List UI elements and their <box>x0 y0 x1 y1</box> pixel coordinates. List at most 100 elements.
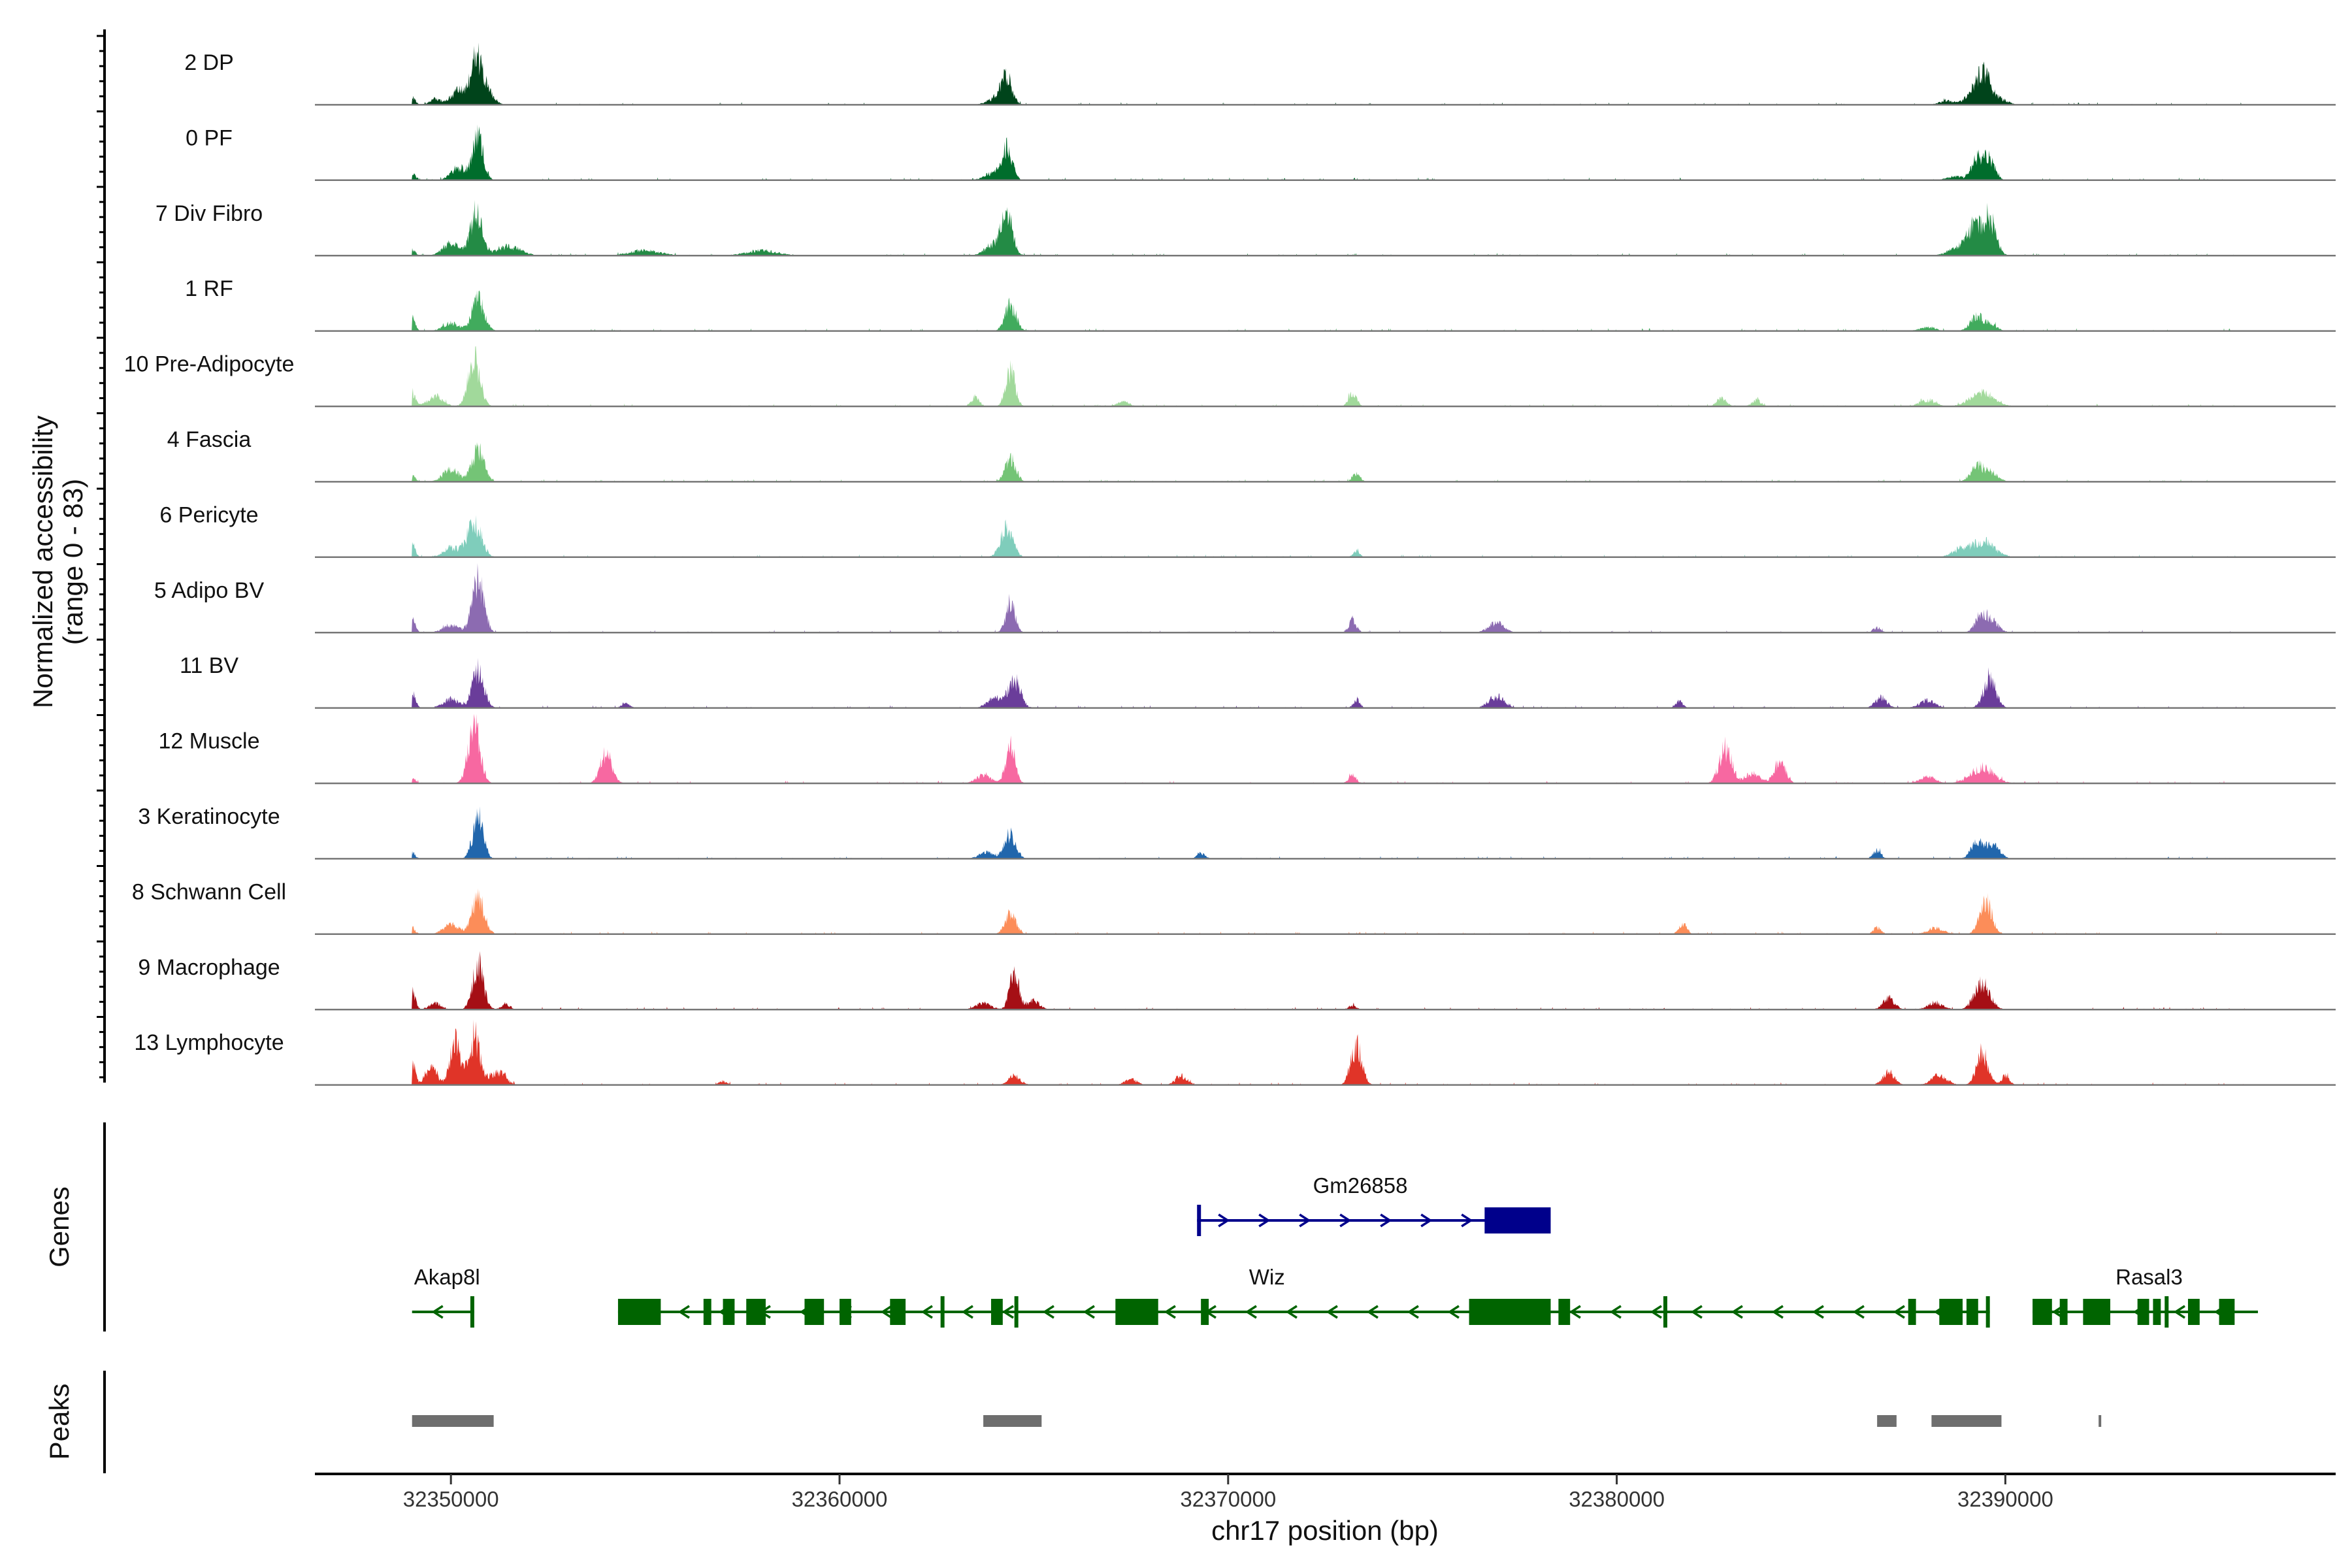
strand-arrow <box>431 1305 444 1319</box>
track-label: 5 Adipo BV <box>154 578 265 603</box>
coverage-area <box>315 888 2336 934</box>
gene-exon <box>1014 1296 1019 1328</box>
coverage-area <box>315 1019 2336 1085</box>
gene-exon <box>470 1296 474 1328</box>
strand-arrow <box>1083 1305 1095 1319</box>
strand-arrow <box>1569 1305 1581 1319</box>
track-8-schwann-cell: 8 Schwann Cell <box>132 879 2336 936</box>
strand-arrow <box>1164 1305 1176 1319</box>
x-tick-label: 32390000 <box>1957 1487 2053 1511</box>
strand-arrow <box>1771 1305 1784 1319</box>
track-1-rf: 1 RF <box>185 276 2336 332</box>
gene-exon <box>1663 1296 1667 1328</box>
y-axis-title-line-2: (range 0 - 83) <box>57 479 88 645</box>
gene-wiz: Wiz <box>617 1265 1990 1328</box>
peak-regions <box>412 1415 2102 1427</box>
strand-arrow <box>1447 1305 1460 1319</box>
genes-track-label: Genes <box>44 1186 74 1267</box>
y-axis-title: Normalized accessibility (range 0 - 83) <box>27 416 88 708</box>
track-11-bv: 11 BV <box>180 653 2336 709</box>
strand-arrow <box>961 1305 973 1319</box>
coverage-area <box>315 442 2336 482</box>
strand-arrow <box>1285 1305 1298 1319</box>
gene-exon <box>990 1299 1003 1325</box>
y-axis-title-line-1: Normalized accessibility <box>27 416 58 708</box>
gene-gm26858: Gm26858 <box>1197 1173 1551 1236</box>
peak-region <box>2099 1415 2102 1427</box>
gene-exon <box>1939 1299 1963 1325</box>
track-label: 2 DP <box>184 50 234 75</box>
coverage-area <box>315 346 2336 406</box>
track-label: 12 Muscle <box>159 729 260 754</box>
coverage-area <box>315 563 2336 633</box>
coverage-area <box>315 951 2336 1010</box>
x-tick-label: 32350000 <box>403 1487 499 1511</box>
track-9-macrophage: 9 Macrophage <box>138 951 2336 1011</box>
gene-rasal3: Rasal3 <box>2033 1265 2259 1328</box>
coverage-y-axis <box>97 29 106 1083</box>
strand-arrow <box>880 1305 892 1319</box>
gene-exon <box>1558 1299 1571 1325</box>
coverage-area <box>315 658 2336 708</box>
track-7-div-fibro: 7 Div Fibro <box>155 200 2336 257</box>
strand-arrow <box>1366 1305 1379 1319</box>
coverage-area <box>315 200 2336 256</box>
strand-arrow <box>1852 1305 1865 1319</box>
gene-akap8l: Akap8l <box>412 1265 480 1328</box>
track-4-fascia: 4 Fascia <box>167 427 2336 483</box>
gene-exon <box>2033 1299 2052 1325</box>
coverage-area <box>315 515 2336 557</box>
gene-exon <box>2219 1299 2235 1325</box>
strand-arrow <box>1407 1305 1419 1319</box>
track-label: 11 BV <box>180 653 238 678</box>
track-13-lymphocyte: 13 Lymphocyte <box>134 1019 2336 1086</box>
strand-arrow <box>1609 1305 1622 1319</box>
gene-exon <box>1115 1299 1158 1325</box>
x-tick-label: 32380000 <box>1569 1487 1665 1511</box>
gene-label: Wiz <box>1249 1265 1285 1289</box>
peak-region <box>1931 1415 2002 1427</box>
gene-label: Akap8l <box>414 1265 480 1289</box>
strand-arrow <box>1461 1213 1473 1228</box>
strand-arrow <box>1326 1305 1338 1319</box>
strand-arrow <box>1299 1213 1311 1228</box>
strand-arrow <box>921 1305 933 1319</box>
coverage-area <box>315 290 2336 331</box>
track-0-pf: 0 PF <box>186 124 2336 182</box>
coverage-area <box>315 713 2336 783</box>
gene-exon <box>1908 1299 1916 1325</box>
gene-exon <box>617 1299 661 1325</box>
gene-exon <box>1201 1299 1209 1325</box>
peak-region <box>1877 1415 1897 1427</box>
gene-exon <box>1197 1205 1201 1236</box>
gene-exon <box>1469 1299 1551 1325</box>
strand-arrow <box>1690 1305 1703 1319</box>
track-12-muscle: 12 Muscle <box>159 713 2336 785</box>
strand-arrow <box>1258 1213 1271 1228</box>
gene-exon <box>2153 1299 2161 1325</box>
strand-arrow <box>1002 1305 1014 1319</box>
track-label: 1 RF <box>185 276 233 301</box>
track-label: 6 Pericyte <box>159 502 258 527</box>
track-label: 7 Div Fibro <box>155 201 263 226</box>
strand-arrow <box>1218 1213 1230 1228</box>
gene-exon <box>703 1299 711 1325</box>
strand-arrow <box>2173 1305 2185 1319</box>
gene-exon <box>1985 1296 1990 1328</box>
track-label: 10 Pre-Adipocyte <box>124 352 295 377</box>
gene-annotations: Gm26858 Akap8l Wiz Rasal3 <box>412 1173 2259 1328</box>
gene-exon <box>723 1299 735 1325</box>
gene-exon <box>2059 1299 2068 1325</box>
peak-region <box>412 1415 494 1427</box>
strand-arrow <box>1731 1305 1743 1319</box>
gene-exon <box>2083 1299 2111 1325</box>
track-3-keratinocyte: 3 Keratinocyte <box>138 804 2336 860</box>
track-label: 8 Schwann Cell <box>132 879 286 904</box>
track-2-dp: 2 DP <box>184 42 2336 106</box>
track-label: 4 Fascia <box>167 427 252 452</box>
strand-arrow <box>1245 1305 1257 1319</box>
track-10-pre-adipocyte: 10 Pre-Adipocyte <box>124 346 2336 408</box>
gene-exon <box>2137 1299 2149 1325</box>
strand-arrow <box>1650 1305 1662 1319</box>
genes-panel: Genes Gm26858 Akap8l Wiz Rasal3 <box>44 1122 2259 1331</box>
